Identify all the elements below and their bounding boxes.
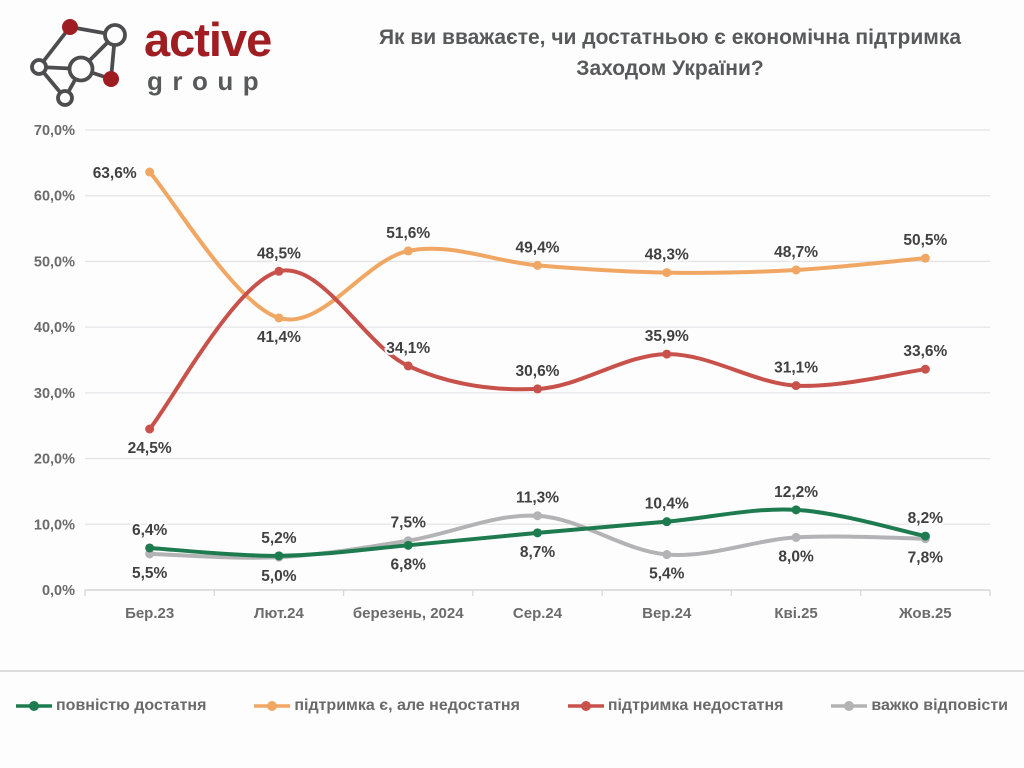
series-line-2 <box>147 268 928 431</box>
value-label: 41,4% <box>257 329 301 346</box>
value-label: 33,6% <box>903 343 947 360</box>
data-point <box>662 517 672 527</box>
data-point <box>791 265 801 275</box>
value-label: 34,1% <box>386 340 430 357</box>
value-label: 5,2% <box>261 530 297 547</box>
data-point <box>403 246 413 256</box>
value-label: 50,5% <box>903 232 947 249</box>
data-point <box>920 364 930 374</box>
x-axis-tick-label: Жов.25 <box>898 605 952 622</box>
x-axis-tick-label: березень, 2024 <box>353 605 464 622</box>
data-point <box>274 266 284 276</box>
logo: active group <box>22 4 272 116</box>
legend-item: важко відповісти <box>831 697 1008 715</box>
legend-marker-icon <box>16 701 52 711</box>
data-point <box>274 551 284 561</box>
y-axis-tick-label: 70,0% <box>34 123 75 139</box>
data-point <box>662 349 672 359</box>
legend-label: підтримка є, але недостатня <box>294 697 520 714</box>
x-axis-tick-label: Лют.24 <box>254 605 304 622</box>
value-label: 6,4% <box>132 522 168 539</box>
value-label: 8,0% <box>778 548 814 565</box>
legend-item: підтримка є, але недостатня <box>254 697 520 715</box>
data-point <box>920 253 930 263</box>
data-point <box>145 167 155 177</box>
data-point <box>145 424 155 434</box>
value-label: 10,4% <box>645 496 689 513</box>
value-label: 11,3% <box>516 490 559 507</box>
data-point <box>920 531 930 541</box>
data-point <box>533 528 542 538</box>
chart-title-line2: Заходом України? <box>576 57 764 80</box>
data-point <box>533 260 542 270</box>
chart-title: Як ви вважаєте, чи достатньою є економіч… <box>316 22 1024 84</box>
data-point <box>662 550 672 560</box>
y-axis-tick-label: 40,0% <box>34 320 75 336</box>
value-label: 24,5% <box>128 440 172 457</box>
value-label: 5,0% <box>261 568 297 585</box>
y-axis-tick-label: 20,0% <box>34 452 75 468</box>
value-label: 31,1% <box>774 360 818 377</box>
data-point <box>791 505 801 515</box>
value-label: 12,2% <box>774 484 818 501</box>
value-label: 7,5% <box>391 515 427 532</box>
legend-marker-icon <box>567 701 604 711</box>
value-label: 48,5% <box>257 245 301 262</box>
value-label: 30,6% <box>516 363 560 380</box>
value-label: 35,9% <box>645 328 689 345</box>
x-axis-tick-label: Бер.23 <box>125 605 174 622</box>
legend-label: підтримка недостатня <box>607 697 784 714</box>
logo-network-icon <box>30 19 127 107</box>
value-label: 8,7% <box>520 544 556 561</box>
logo-word-primary: active <box>144 13 272 66</box>
value-label: 5,4% <box>649 566 685 583</box>
data-point <box>791 381 801 391</box>
y-axis-tick-label: 30,0% <box>34 386 75 402</box>
value-label: 8,2% <box>908 510 944 527</box>
value-label: 6,8% <box>391 556 427 573</box>
data-point <box>274 313 284 323</box>
legend-item: підтримка недостатня <box>567 697 784 715</box>
legend-label: важко відповісти <box>871 697 1008 714</box>
value-label: 49,4% <box>516 239 560 256</box>
data-point <box>533 384 542 394</box>
data-point <box>403 540 413 550</box>
data-point <box>403 361 413 371</box>
legend: повністю достатня підтримка є, але недост… <box>0 684 1024 728</box>
x-axis-tick-label: Вер.24 <box>642 605 692 622</box>
divider <box>0 670 1024 672</box>
value-label: 63,6% <box>93 165 137 182</box>
logo-text: active group <box>144 4 272 97</box>
data-point <box>662 268 672 278</box>
y-axis-tick-label: 60,0% <box>34 189 75 205</box>
legend-item: повністю достатня <box>16 697 206 715</box>
y-axis-tick-label: 0,0% <box>42 583 75 599</box>
value-label: 7,8% <box>908 550 944 567</box>
legend-marker-icon <box>831 701 868 711</box>
chart-title-line1: Як ви вважаєте, чи достатньою є економіч… <box>378 26 962 49</box>
line-chart: 0,0% 10,0% 20,0% 30,0% 40,0% 50,0% 60,0% 70,0% Б… <box>34 123 991 622</box>
x-axis-tick-label: Кві.25 <box>774 605 817 622</box>
value-label: 51,6% <box>386 225 430 242</box>
legend-label: повністю достатня <box>56 697 207 714</box>
data-point <box>533 511 542 521</box>
data-point <box>791 532 801 542</box>
logo-word-secondary: group <box>147 66 269 96</box>
legend-marker-icon <box>254 701 291 711</box>
y-axis-tick-label: 50,0% <box>34 254 75 270</box>
data-point <box>145 543 155 553</box>
value-label: 48,3% <box>645 247 689 264</box>
y-axis-tick-label: 10,0% <box>34 517 75 533</box>
value-label: 48,7% <box>774 244 818 261</box>
value-label: 5,5% <box>132 565 168 582</box>
x-axis-tick-label: Сер.24 <box>513 605 563 622</box>
